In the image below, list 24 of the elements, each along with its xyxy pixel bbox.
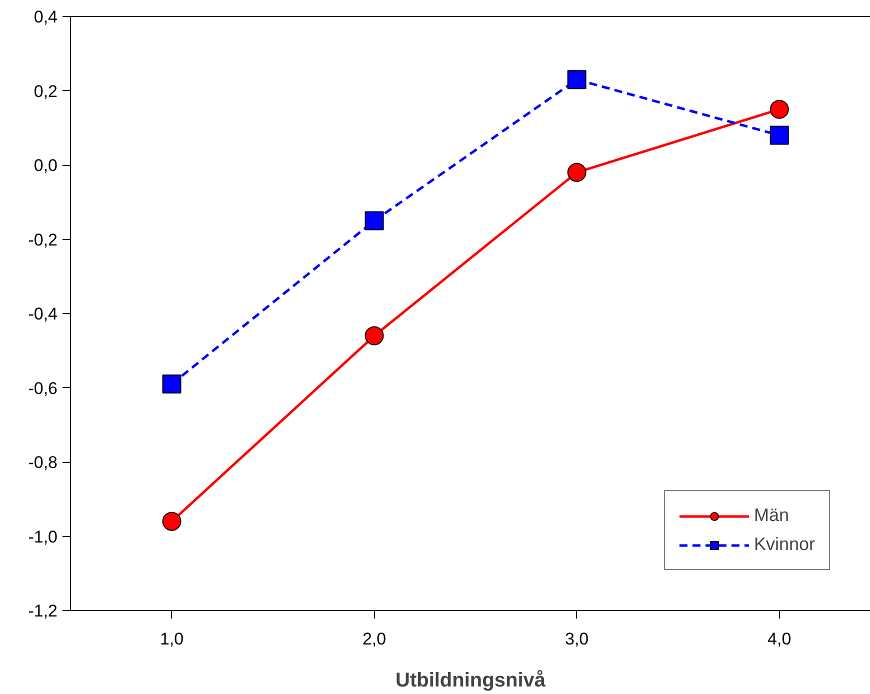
y-tick-label: -1,0	[28, 527, 58, 546]
point	[770, 100, 789, 119]
x-tick-label: 3,0	[565, 630, 589, 648]
y-tick-label: -0,6	[28, 378, 58, 398]
y-tick-label: -0,8	[28, 453, 58, 472]
y-tick-label: -0,2	[28, 230, 58, 250]
point	[364, 211, 384, 230]
point	[567, 162, 586, 182]
point	[162, 374, 182, 394]
point	[567, 70, 586, 90]
y-tick-label: 0,2	[34, 82, 58, 101]
x-tick-label: 4,0	[768, 630, 792, 648]
point	[364, 326, 384, 346]
x-axis-title: Utbildningsnivå	[396, 670, 546, 692]
y-tick-label: -0,4	[28, 304, 58, 324]
y-tick-label: -1,2	[28, 602, 58, 620]
y-tick-label: 0,4	[34, 8, 58, 26]
legend-label: Män	[754, 505, 789, 526]
legend-label: Kvinnor	[754, 534, 815, 555]
x-tick-label: 2,0	[362, 630, 386, 648]
y-tick-label: 0,0	[34, 156, 58, 175]
x-tick-label: 1,0	[160, 630, 184, 648]
point	[770, 126, 789, 145]
point	[162, 512, 182, 531]
